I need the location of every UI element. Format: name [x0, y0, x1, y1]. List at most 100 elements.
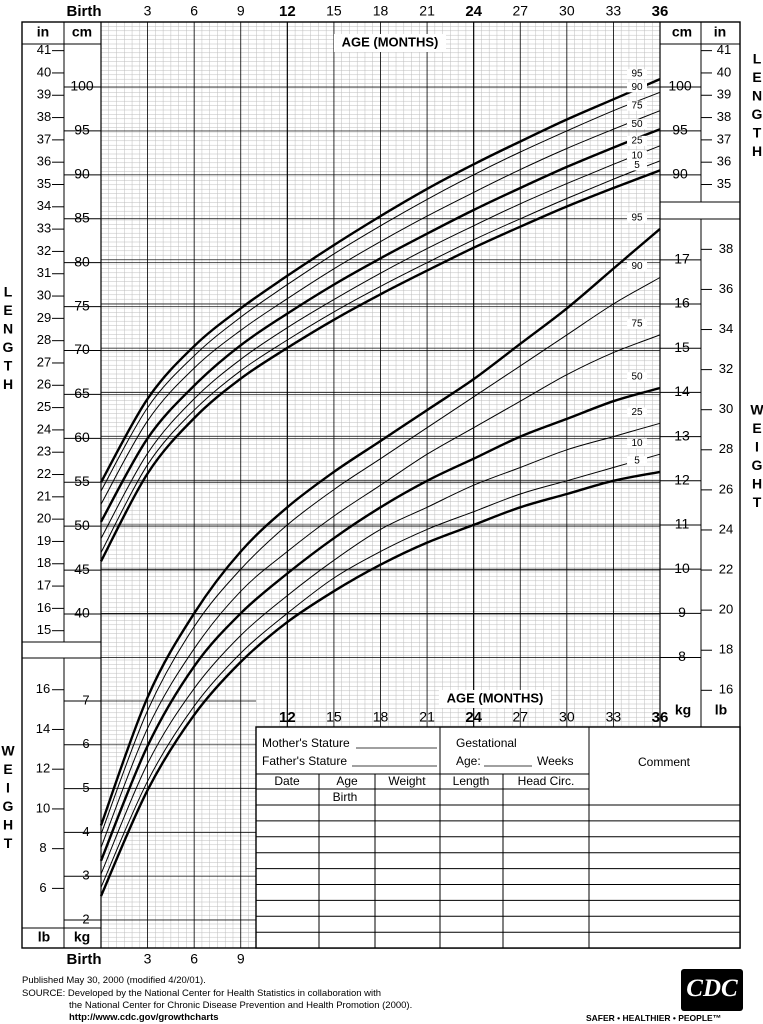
tick-label-in-left: 41: [37, 42, 51, 57]
tick-label-cm-left: 75: [74, 297, 90, 313]
x-tick-label-mid: 27: [512, 709, 528, 725]
gestational-weeks-label: Weeks: [537, 754, 573, 768]
tick-label-in-left: 26: [37, 377, 51, 392]
side-label-length-left: N: [3, 321, 13, 337]
unit-label-in-left: in: [37, 24, 49, 40]
unit-label-kg-right: kg: [675, 702, 691, 718]
tick-label-kg-right: 10: [674, 560, 690, 576]
length-percentile-label: 5: [634, 160, 640, 171]
gestational-age-label: Age:: [456, 754, 481, 768]
x-axis-title-top-bg: [334, 34, 446, 52]
footer-published: Published May 30, 2000 (modified 4/20/01…: [22, 975, 206, 986]
length-percentile-label-bg: [627, 135, 647, 146]
tick-label-lb-right: 16: [719, 682, 733, 697]
tick-label-lb-right: 36: [719, 281, 733, 296]
x-axis-title-mid-bg: [439, 690, 551, 708]
tick-label-cm-left: 95: [74, 122, 90, 138]
x-tick-label-bottom: Birth: [67, 951, 102, 968]
tick-label-in-right: 41: [717, 42, 731, 57]
x-tick-label-mid: 36: [652, 709, 669, 726]
side-label-weight-right: E: [752, 420, 761, 436]
weight-percentile-label-bg: [627, 318, 647, 329]
tick-label-in-left: 18: [37, 555, 51, 570]
tick-label-lb-left: 14: [36, 721, 50, 736]
tick-label-in-right: 38: [717, 109, 731, 124]
tick-label-kg-right: 11: [675, 516, 690, 532]
x-tick-label-bottom: 9: [237, 951, 245, 967]
tick-label-lb-right: 30: [719, 401, 733, 416]
tick-label-in-left: 15: [37, 622, 51, 637]
tick-label-in-left: 19: [37, 533, 51, 548]
weight-percentile-label: 90: [631, 261, 643, 272]
footer-source-line-1: SOURCE: Developed by the National Center…: [22, 988, 382, 999]
side-label-length-right: N: [752, 88, 762, 104]
weight-percentile-label: 75: [631, 319, 643, 330]
tick-label-kg-left: 5: [82, 780, 89, 795]
tick-label-cm-left: 85: [74, 209, 90, 225]
footer-source-line-2: the National Center for Chronic Disease …: [69, 1000, 413, 1011]
cdc-logo-text: CDC: [686, 975, 738, 1002]
x-tick-label-top: 36: [652, 3, 669, 20]
tick-label-cm-right: 90: [672, 166, 688, 182]
length-percentile-label: 50: [631, 119, 643, 130]
side-label-length-left: T: [4, 358, 13, 374]
x-tick-label-top: 30: [559, 3, 575, 19]
weight-percentile-label: 5: [634, 456, 640, 467]
side-label-length-left: E: [3, 302, 12, 318]
record-column-header: Length: [453, 774, 490, 788]
length-curve-p75: [100, 110, 661, 505]
x-tick-label-mid: 18: [373, 709, 389, 725]
tick-label-in-left: 23: [37, 444, 51, 459]
tick-label-in-left: 21: [37, 488, 51, 503]
side-label-weight-left: H: [3, 817, 13, 833]
tick-label-kg-right: 13: [674, 427, 690, 443]
comment-label: Comment: [638, 755, 691, 769]
tick-label-lb-right: 22: [719, 561, 733, 576]
side-label-length-right: E: [752, 69, 761, 85]
tick-label-kg-left: 3: [82, 868, 89, 883]
chart-labels: 1516171819202122232425262728293031323334…: [1, 3, 763, 968]
length-percentile-label-bg: [627, 160, 647, 171]
length-curve-p5: [99, 169, 661, 562]
unit-label-lb-left: lb: [38, 929, 50, 945]
tick-label-cm-right: 100: [668, 78, 692, 94]
length-curve-p50: [99, 128, 661, 523]
length-percentile-label: 25: [631, 135, 643, 146]
tick-label-lb-left: 6: [39, 880, 46, 895]
tick-label-in-left: 22: [37, 466, 51, 481]
tick-label-lb-right: 20: [719, 602, 733, 617]
tick-label-in-left: 39: [37, 87, 51, 102]
length-percentile-label-bg: [627, 82, 647, 93]
tick-label-in-left: 30: [37, 287, 51, 302]
footer-url[interactable]: http://www.cdc.gov/growthcharts: [69, 1012, 219, 1023]
weight-curve-p75: [100, 334, 661, 848]
x-tick-label-mid: 33: [606, 709, 622, 725]
gestational-label: Gestational: [456, 736, 517, 750]
tick-label-lb-right: 34: [719, 321, 733, 336]
weight-curve-p50: [99, 386, 661, 862]
left-weight-scale-box: [21, 657, 102, 949]
weight-percentile-label: 50: [631, 372, 643, 383]
tick-label-in-left: 32: [37, 243, 51, 258]
x-tick-label-mid: 15: [326, 709, 342, 725]
side-label-weight-right: W: [750, 402, 763, 418]
tick-label-in-left: 16: [37, 600, 51, 615]
tick-label-cm-left: 45: [74, 561, 90, 577]
tick-label-in-left: 24: [37, 421, 51, 436]
x-tick-label-mid: 24: [465, 709, 482, 726]
length-percentile-label-bg: [627, 150, 647, 161]
tick-label-lb-right: 38: [719, 241, 733, 256]
record-first-age: Birth: [333, 790, 358, 804]
side-label-length-left: G: [3, 339, 14, 355]
unit-label-lb-right: lb: [715, 702, 727, 718]
weight-curve-p10: [100, 453, 661, 888]
weight-percentile-label-bg: [627, 371, 647, 382]
x-tick-label-top: 27: [512, 3, 528, 19]
tick-label-kg-right: 17: [674, 251, 690, 267]
tick-label-in-right: 36: [717, 154, 731, 169]
side-label-weight-right: G: [752, 457, 763, 473]
tick-label-in-left: 33: [37, 221, 51, 236]
length-percentile-label-bg: [627, 119, 647, 130]
tick-label-in-right: 35: [717, 176, 731, 191]
